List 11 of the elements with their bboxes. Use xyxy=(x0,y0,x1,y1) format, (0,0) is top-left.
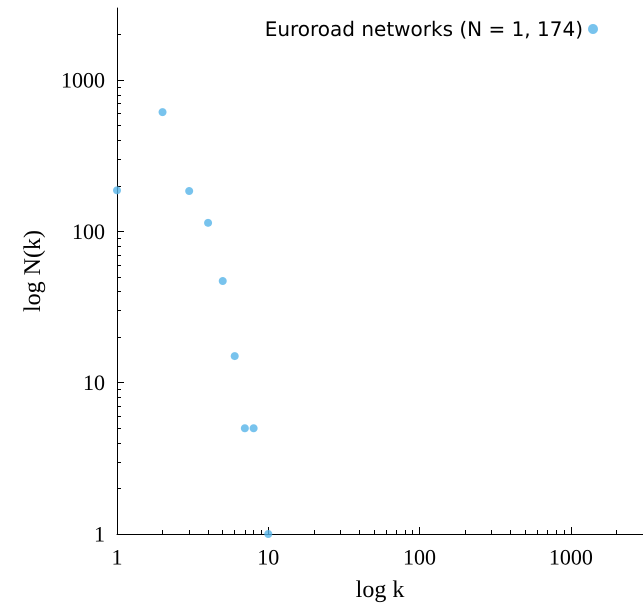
y-tick-label: 10 xyxy=(83,370,105,396)
legend-label: Euroroad networks (N = 1, 174) xyxy=(264,17,583,41)
y-tick-label: 1 xyxy=(94,522,105,546)
y-tick-label: 100 xyxy=(72,218,105,244)
y-axis-title: log N(k) xyxy=(20,230,46,312)
y-tick-label: 1000 xyxy=(61,68,105,93)
x-tick-label: 1 xyxy=(112,544,122,570)
x-tick-label: 10 xyxy=(257,544,280,570)
x-tick-label: 1000 xyxy=(548,544,593,570)
x-axis-title: log k xyxy=(356,577,404,603)
x-tick-label: 100 xyxy=(403,544,436,570)
